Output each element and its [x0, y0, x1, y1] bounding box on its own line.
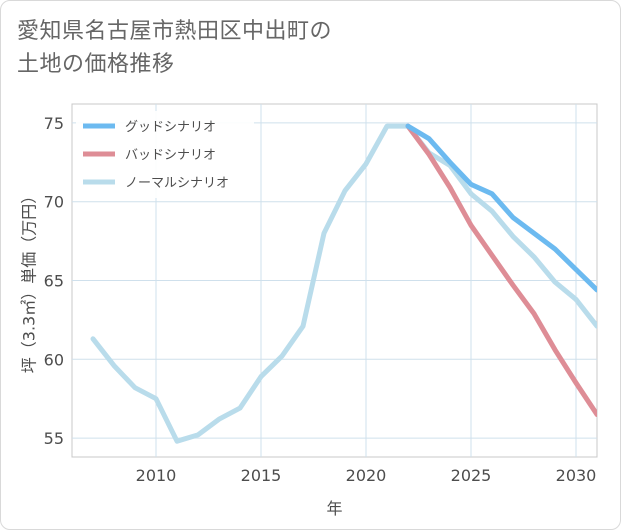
chart-title: 愛知県名古屋市熱田区中出町の 土地の価格推移 [17, 15, 332, 81]
x-tick-label: 2025 [451, 466, 492, 485]
x-tick-label: 2015 [241, 466, 282, 485]
x-tick-label: 2010 [136, 466, 177, 485]
tick-labels: 2010 2015 2020 2025 2030 55 60 65 70 75 [44, 114, 597, 485]
legend-label: グッドシナリオ [125, 120, 216, 135]
y-tick-label: 70 [44, 193, 64, 212]
y-tick-label: 55 [44, 429, 64, 448]
legend-label: ノーマルシナリオ [125, 176, 229, 191]
y-tick-label: 75 [44, 114, 64, 133]
legend-label: バッドシナリオ [125, 148, 216, 163]
chart-title-line1: 愛知県名古屋市熱田区中出町の [17, 19, 333, 44]
y-tick-label: 65 [44, 272, 64, 291]
x-axis-title: 年 [326, 499, 342, 518]
series-line-3 [90, 123, 597, 444]
series-lines [90, 123, 597, 444]
series-line-1 [405, 123, 597, 293]
grid-lines [72, 104, 597, 457]
y-axis-title: 坪（3.3㎡）単価（万円） [20, 188, 39, 373]
x-tick-label: 2020 [346, 466, 387, 485]
chart-title-line2: 土地の価格推移 [17, 52, 175, 77]
x-tick-label: 2030 [556, 466, 597, 485]
y-tick-label: 60 [44, 350, 64, 369]
series-line-2 [405, 123, 597, 417]
